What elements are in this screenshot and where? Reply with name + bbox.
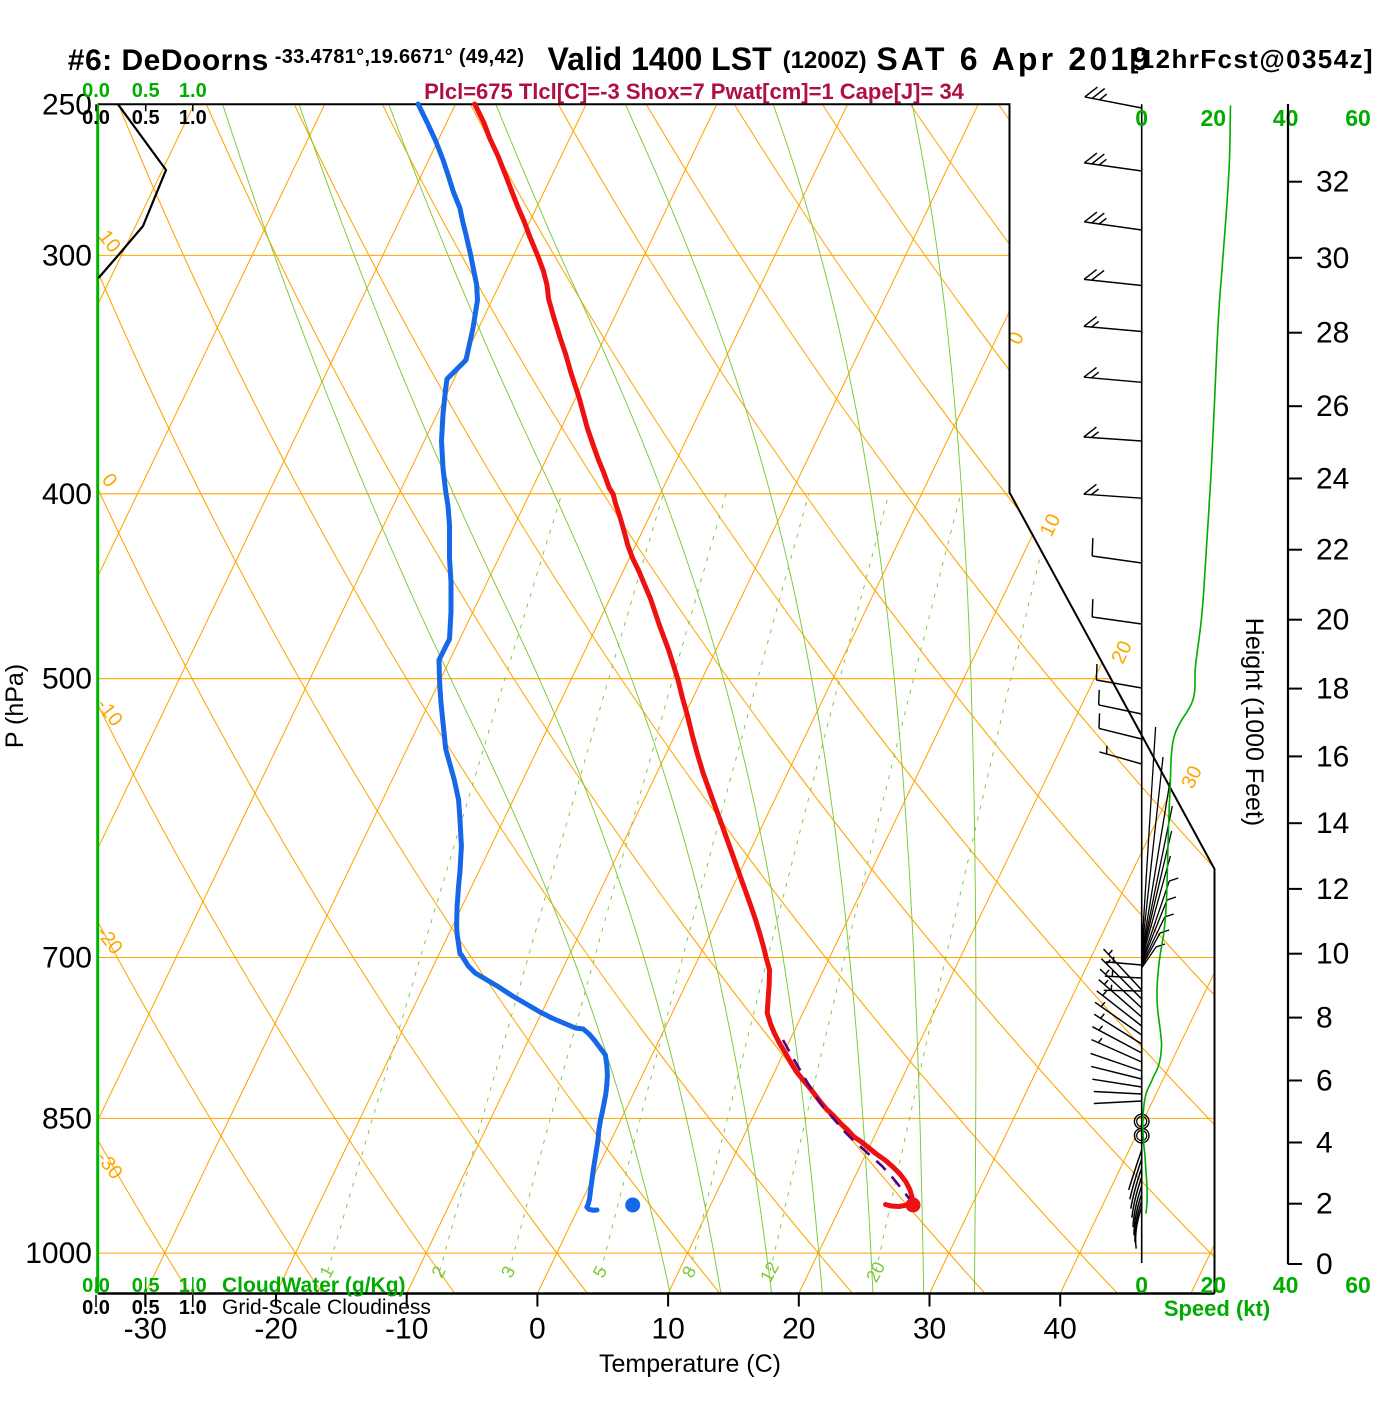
svg-text:22: 22 [1316, 534, 1349, 567]
svg-text:SAT 6 Apr 2019: SAT 6 Apr 2019 [876, 41, 1152, 77]
svg-text:0: 0 [1135, 1272, 1148, 1298]
svg-text:30: 30 [1316, 242, 1349, 275]
svg-text:20: 20 [1201, 1272, 1227, 1298]
svg-text:2: 2 [1316, 1188, 1333, 1221]
svg-text:#6: DeDoorns: #6: DeDoorns [68, 44, 269, 77]
svg-text:Speed (kt): Speed (kt) [1164, 1296, 1270, 1321]
svg-text:CloudWater (g/Kg): CloudWater (g/Kg) [222, 1274, 406, 1297]
svg-text:14: 14 [1316, 807, 1349, 840]
svg-text:26: 26 [1316, 390, 1349, 423]
svg-text:[12hrFcst@0354z]: [12hrFcst@0354z] [1130, 44, 1374, 74]
svg-text:0: 0 [529, 1313, 546, 1346]
svg-text:P (hPa): P (hPa) [1, 664, 29, 748]
svg-text:60: 60 [1345, 105, 1371, 131]
svg-text:0.5: 0.5 [132, 80, 160, 102]
svg-text:1000: 1000 [25, 1237, 92, 1270]
svg-text:12: 12 [1316, 873, 1349, 906]
svg-text:850: 850 [42, 1102, 92, 1135]
svg-text:20: 20 [782, 1313, 815, 1346]
svg-text:Grid-Scale Cloudiness: Grid-Scale Cloudiness [222, 1296, 431, 1319]
svg-text:16: 16 [1316, 740, 1349, 773]
svg-text:8: 8 [1316, 1002, 1333, 1035]
svg-text:30: 30 [913, 1313, 946, 1346]
svg-text:10: 10 [651, 1313, 684, 1346]
svg-text:20: 20 [1201, 105, 1227, 131]
svg-text:32: 32 [1316, 166, 1349, 199]
svg-text:0: 0 [1316, 1248, 1333, 1281]
svg-text:40: 40 [1273, 105, 1299, 131]
svg-text:700: 700 [42, 942, 92, 975]
svg-text:Valid 1400 LST: Valid 1400 LST [548, 41, 773, 77]
svg-text:40: 40 [1044, 1313, 1077, 1346]
svg-text:Plcl=675 Tlcl[C]=-3 Shox=7 Pwa: Plcl=675 Tlcl[C]=-3 Shox=7 Pwat[cm]=1 Ca… [424, 79, 965, 104]
svg-text:300: 300 [42, 239, 92, 272]
svg-text:400: 400 [42, 478, 92, 511]
svg-text:0: 0 [1135, 105, 1148, 131]
svg-text:0.0: 0.0 [82, 80, 110, 102]
svg-text:20: 20 [1316, 604, 1349, 637]
svg-text:10: 10 [1316, 938, 1349, 971]
svg-text:1.0: 1.0 [179, 80, 207, 102]
svg-text:(1200Z): (1200Z) [783, 47, 867, 74]
svg-text:Height (1000 Feet): Height (1000 Feet) [1240, 618, 1268, 826]
svg-text:Temperature (C): Temperature (C) [599, 1350, 781, 1378]
svg-text:60: 60 [1345, 1272, 1371, 1298]
svg-text:18: 18 [1316, 673, 1349, 706]
svg-text:-33.4781°,19.6671° (49,42): -33.4781°,19.6671° (49,42) [275, 46, 525, 68]
svg-text:6: 6 [1316, 1065, 1333, 1098]
svg-text:28: 28 [1316, 317, 1349, 350]
svg-text:4: 4 [1316, 1127, 1333, 1160]
svg-text:24: 24 [1316, 463, 1349, 496]
svg-text:40: 40 [1273, 1272, 1299, 1298]
svg-text:500: 500 [42, 663, 92, 696]
